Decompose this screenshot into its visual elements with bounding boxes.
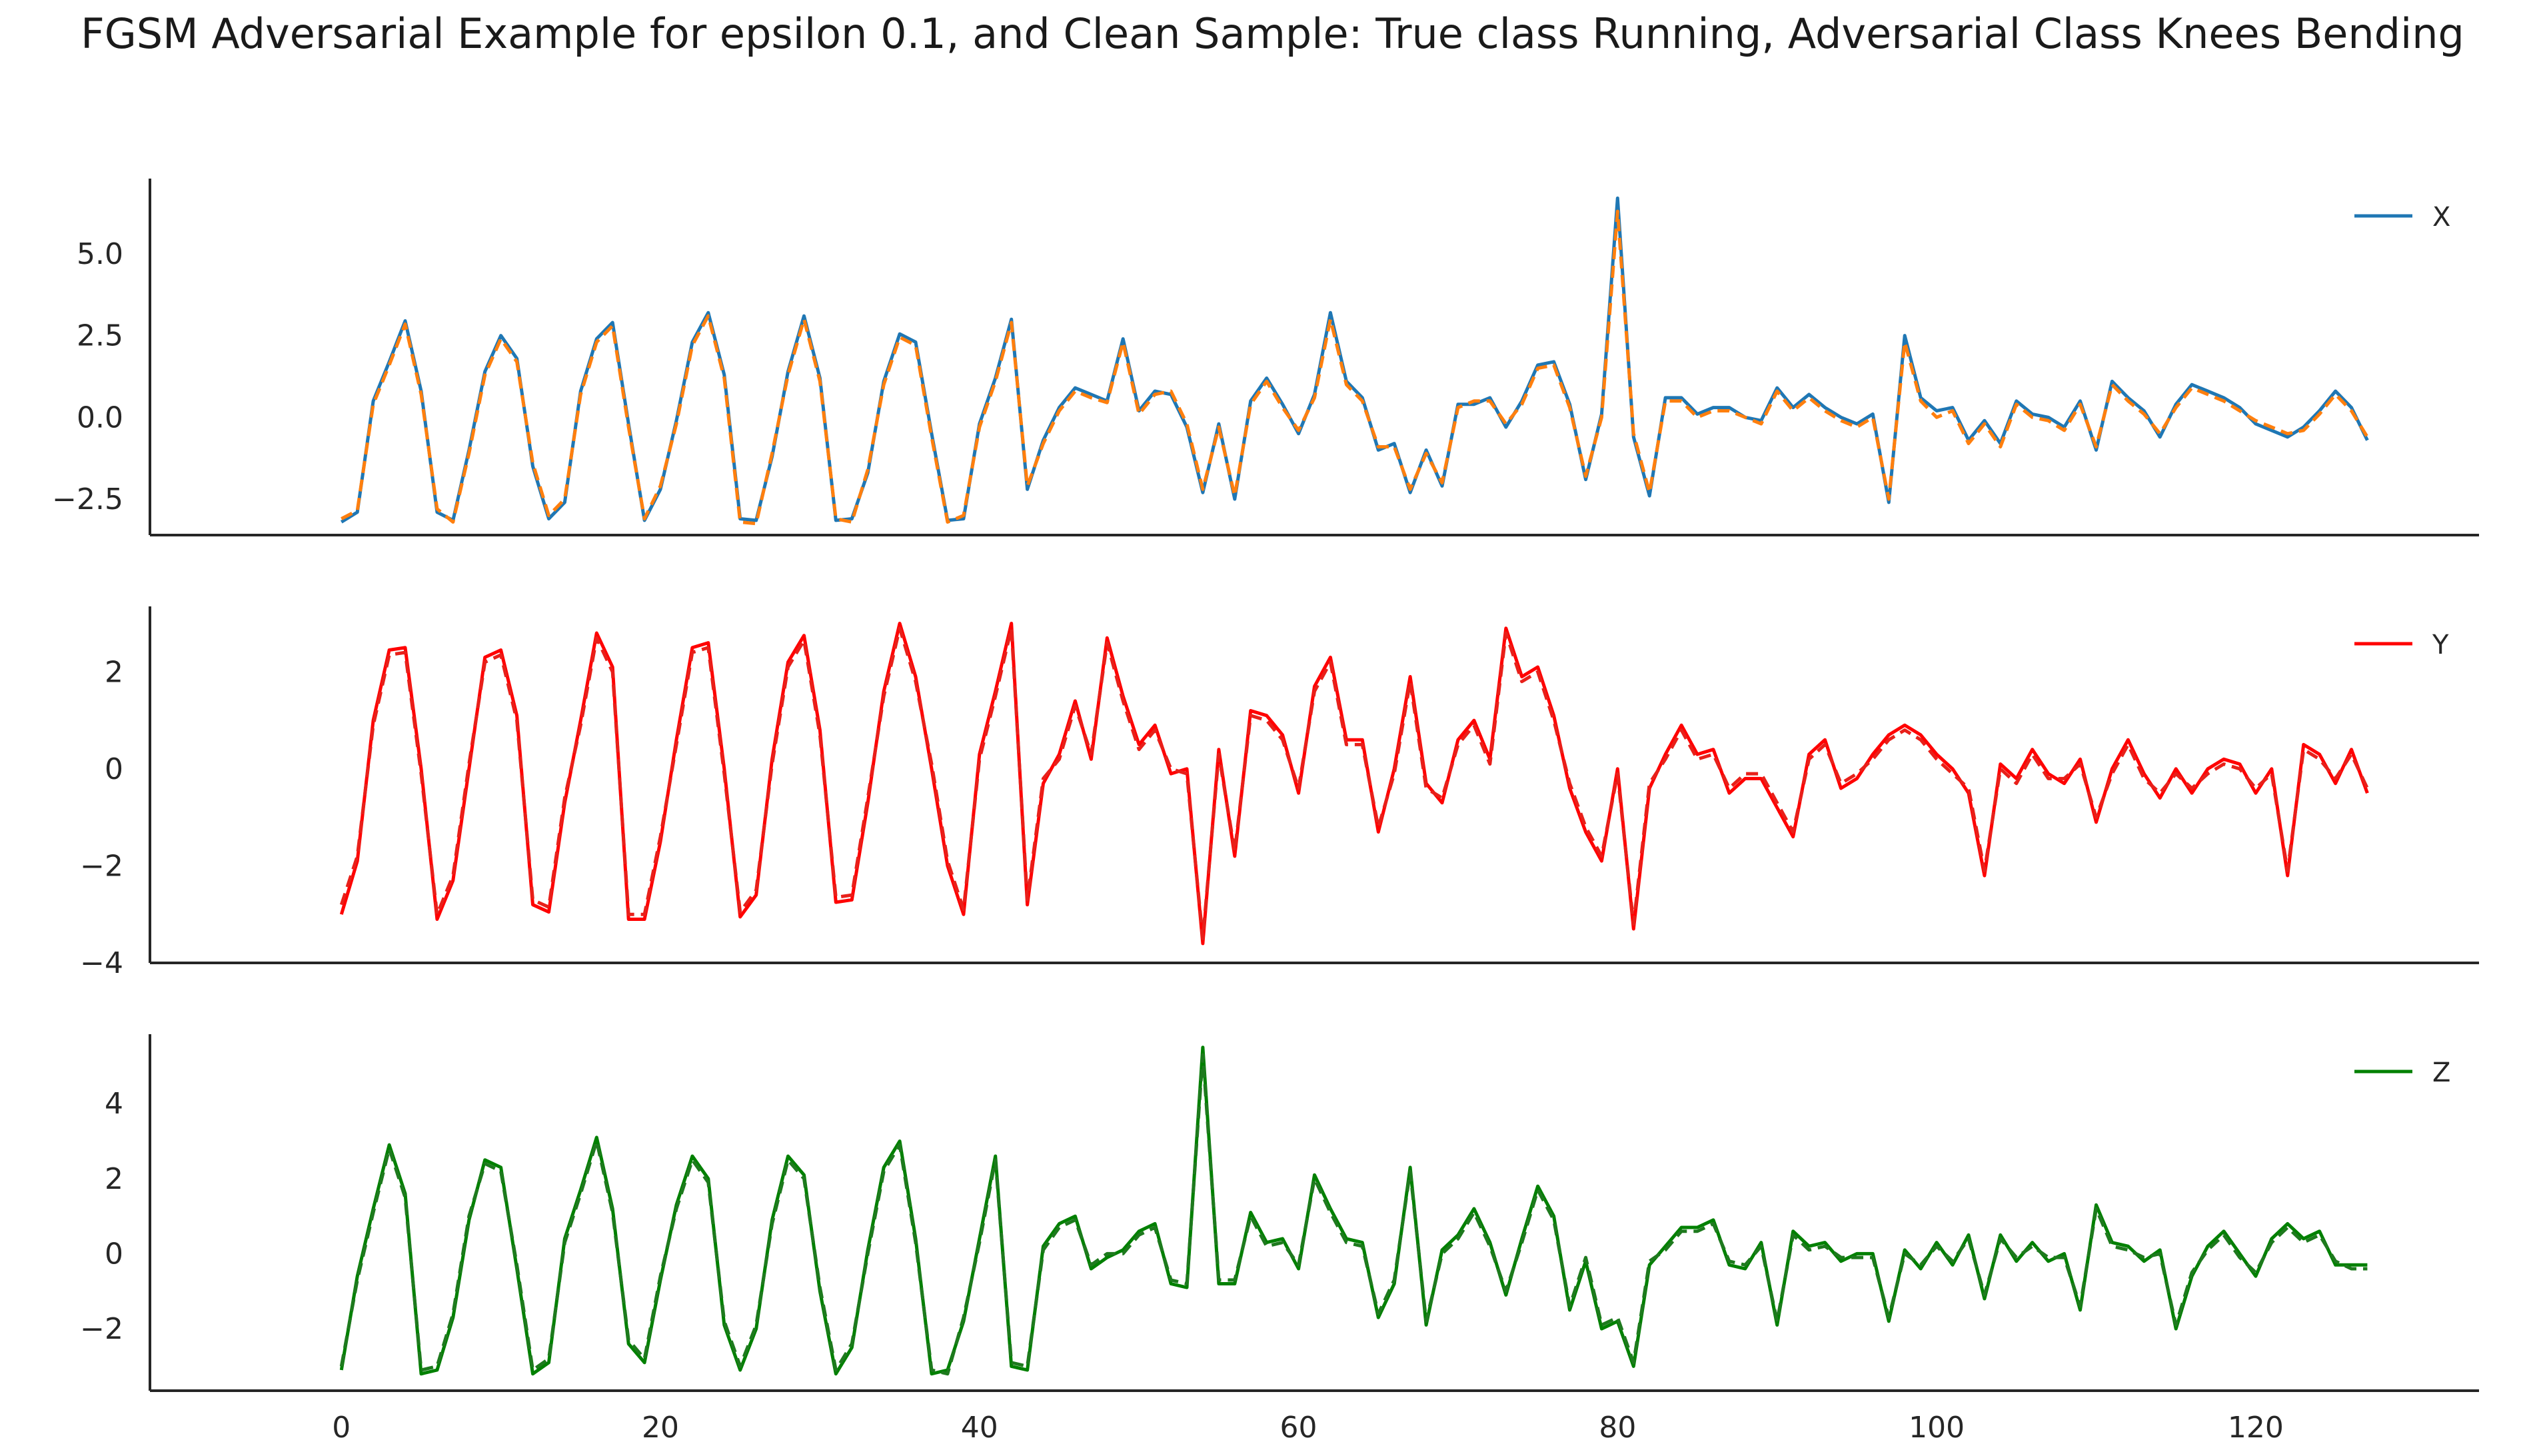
legend-label: X — [2432, 202, 2450, 233]
y-tick-label: 2 — [105, 1162, 123, 1196]
figure-title: FGSM Adversarial Example for epsilon 0.1… — [81, 9, 2464, 58]
x-tick-label: 100 — [1909, 1411, 1965, 1445]
series-adversarial-line — [341, 209, 2369, 526]
y-tick-label: 0 — [105, 752, 123, 786]
legend-label: Z — [2432, 1058, 2450, 1088]
panel-x: −2.5 0.0 2.5 5.0 X — [52, 179, 2479, 536]
y-tick-label: 0.0 — [77, 400, 123, 434]
legend-label: Y — [2432, 630, 2449, 660]
x-tick-label: 80 — [1599, 1411, 1636, 1445]
y-tick-label: 0 — [105, 1237, 123, 1271]
series-adversarial-line — [339, 1053, 2368, 1376]
y-tick-label: 5.0 — [77, 237, 123, 271]
y-tick-label: −4 — [80, 946, 123, 980]
series-clean-line — [340, 196, 2369, 524]
series-clean-line — [339, 1046, 2368, 1376]
series-clean-line — [339, 622, 2369, 946]
x-tick-label: 40 — [961, 1411, 998, 1445]
x-tick-label: 0 — [332, 1411, 351, 1445]
panel-y: −4 −2 0 2 Y — [80, 606, 2479, 980]
y-tick-label: 2.5 — [77, 319, 123, 353]
y-tick-label: −2 — [80, 849, 123, 883]
y-tick-label: 4 — [105, 1087, 123, 1121]
x-tick-label: 20 — [642, 1411, 679, 1445]
panel-z: −2 0 2 4 Z 0 20 40 60 80 100 120 — [80, 1034, 2479, 1445]
x-tick-label: 60 — [1280, 1411, 1317, 1445]
x-tick-label: 120 — [2228, 1411, 2284, 1445]
y-tick-label: 2 — [105, 655, 123, 689]
series-adversarial-line — [339, 626, 2369, 941]
y-tick-label: −2 — [80, 1312, 123, 1346]
y-tick-label: −2.5 — [52, 482, 123, 516]
